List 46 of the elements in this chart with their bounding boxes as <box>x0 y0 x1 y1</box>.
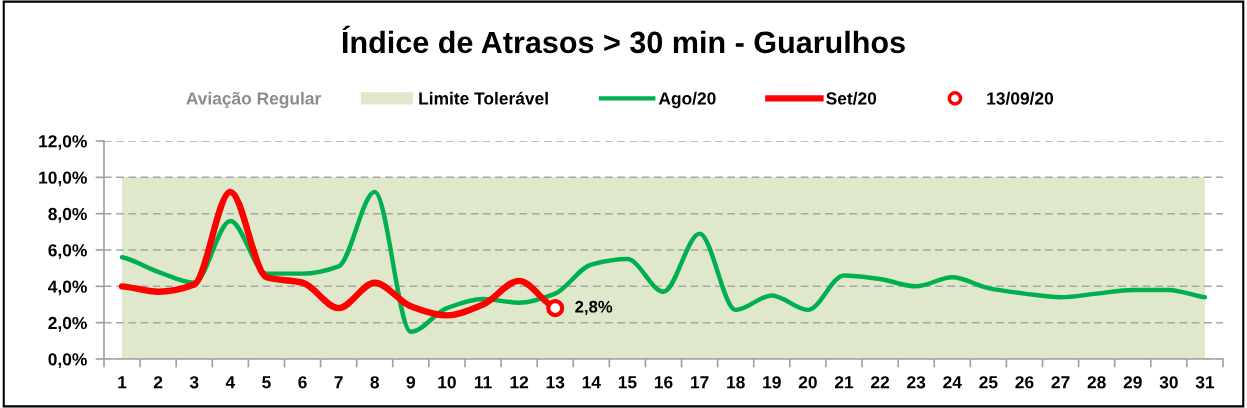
y-tick-label: 8,0% <box>48 207 87 223</box>
x-tick-label: 12 <box>510 376 529 389</box>
chart-title: Índice de Atrasos > 30 min - Guarulhos <box>342 25 905 54</box>
legend-label: Limite Tolerável <box>419 91 548 105</box>
x-tick-label: 2 <box>153 376 163 389</box>
x-tick-label: 11 <box>474 376 492 389</box>
legend-label: Set/20 <box>826 91 877 105</box>
x-tick-label: 6 <box>298 376 307 389</box>
x-tick-label: 29 <box>1123 376 1142 389</box>
x-tick-label: 26 <box>1015 376 1034 389</box>
x-tick-label: 22 <box>871 376 890 389</box>
x-tick-label: 9 <box>406 376 416 389</box>
y-tick-label: 2,0% <box>48 316 87 332</box>
legend-title: Aviação Regular <box>186 91 321 109</box>
legend-label: Ago/20 <box>658 91 716 109</box>
x-tick-label: 23 <box>907 376 926 389</box>
x-tick-label: 25 <box>979 376 998 389</box>
x-tick-label: 20 <box>798 376 817 389</box>
x-tick-label: 24 <box>943 376 962 389</box>
x-tick-label: 14 <box>582 376 601 389</box>
y-tick-label: 4,0% <box>48 280 87 296</box>
x-tick-label: 19 <box>763 376 781 389</box>
x-tick-label: 27 <box>1051 376 1070 389</box>
y-tick-label: 6,0% <box>48 244 87 259</box>
x-tick-label: 31 <box>1195 376 1215 389</box>
x-tick-label: 1 <box>118 376 127 389</box>
line-series <box>119 189 1208 334</box>
x-tick-label: 18 <box>727 376 745 389</box>
x-tick-label: 15 <box>618 376 637 389</box>
y-tick-label: 10,0% <box>39 171 87 187</box>
x-tick-label: 17 <box>691 376 709 389</box>
x-tick-label: 28 <box>1087 376 1106 389</box>
x-tick-label: 21 <box>834 376 854 389</box>
x-tick-label: 4 <box>225 376 236 389</box>
y-tick-label: 12,0% <box>39 135 87 150</box>
x-tick-label: 10 <box>438 376 456 389</box>
data-label: 2,8% <box>575 300 613 316</box>
x-tick-label: 8 <box>370 376 380 389</box>
x-tick-label: 7 <box>334 376 343 389</box>
legend-label: 13/09/20 <box>987 91 1054 105</box>
x-tick-label: 5 <box>262 376 271 389</box>
x-tick-label: 3 <box>189 376 199 389</box>
x-tick-label: 16 <box>654 376 673 389</box>
x-tick-label: 13 <box>546 376 565 389</box>
x-tick-label: 30 <box>1159 376 1178 389</box>
y-tick-label: 0,0% <box>48 353 87 368</box>
